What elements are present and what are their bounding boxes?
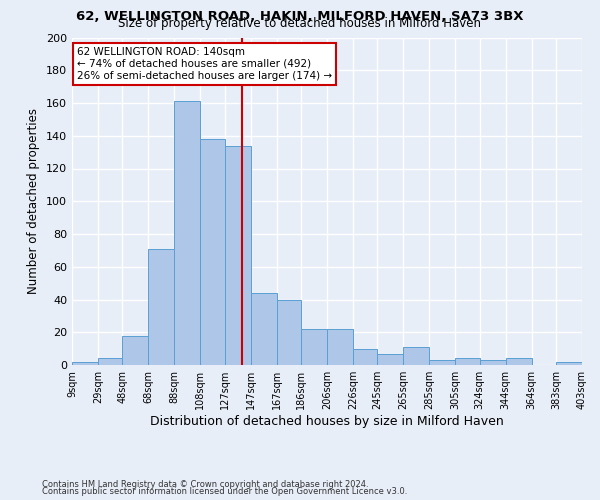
Bar <box>251 293 277 365</box>
Text: Contains HM Land Registry data © Crown copyright and database right 2024.: Contains HM Land Registry data © Crown c… <box>42 480 368 489</box>
X-axis label: Distribution of detached houses by size in Milford Haven: Distribution of detached houses by size … <box>150 415 504 428</box>
Bar <box>429 360 455 365</box>
Text: 62 WELLINGTON ROAD: 140sqm
← 74% of detached houses are smaller (492)
26% of sem: 62 WELLINGTON ROAD: 140sqm ← 74% of deta… <box>77 48 332 80</box>
Bar <box>200 139 225 365</box>
Bar <box>72 362 98 365</box>
Bar <box>455 358 480 365</box>
Bar <box>98 358 122 365</box>
Bar <box>277 300 301 365</box>
Text: Size of property relative to detached houses in Milford Haven: Size of property relative to detached ho… <box>119 18 482 30</box>
Bar <box>122 336 148 365</box>
Bar <box>327 329 353 365</box>
Bar <box>377 354 403 365</box>
Bar <box>301 329 327 365</box>
Bar <box>556 362 582 365</box>
Y-axis label: Number of detached properties: Number of detached properties <box>28 108 40 294</box>
Text: 62, WELLINGTON ROAD, HAKIN, MILFORD HAVEN, SA73 3BX: 62, WELLINGTON ROAD, HAKIN, MILFORD HAVE… <box>76 10 524 23</box>
Bar <box>225 146 251 365</box>
Bar <box>480 360 506 365</box>
Bar <box>174 102 200 365</box>
Bar <box>353 348 377 365</box>
Text: Contains public sector information licensed under the Open Government Licence v3: Contains public sector information licen… <box>42 488 407 496</box>
Bar <box>403 347 429 365</box>
Bar <box>506 358 532 365</box>
Bar <box>148 248 174 365</box>
